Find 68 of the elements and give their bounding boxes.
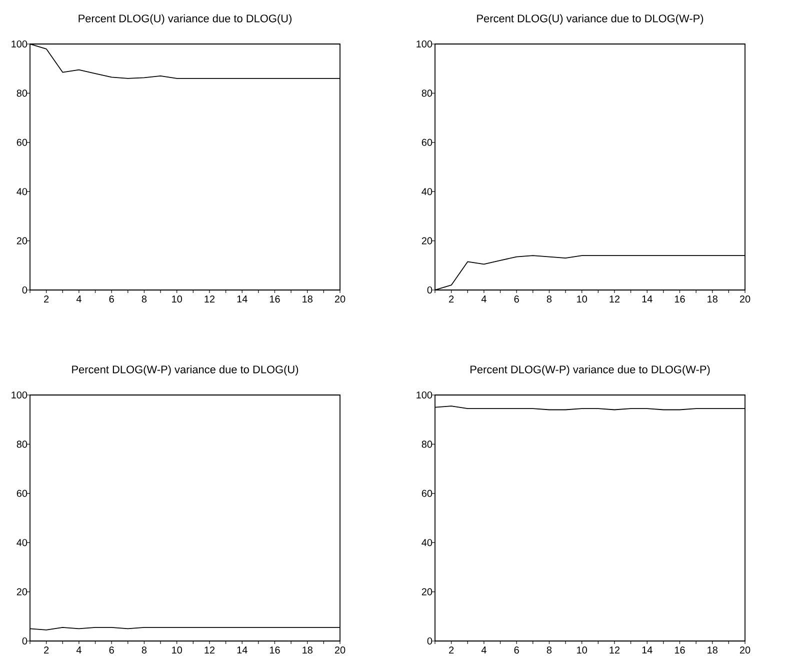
x-tick-label: 16	[674, 646, 685, 654]
y-tick-label: 20	[16, 588, 28, 596]
y-tick-label: 0	[427, 637, 432, 645]
x-tick-label: 14	[237, 646, 248, 654]
x-tick-label: 2	[44, 296, 49, 302]
y-tick-label: 20	[16, 237, 28, 244]
y-tick-label: 20	[422, 588, 432, 596]
x-tick-label: 14	[642, 646, 652, 654]
x-tick-label: 18	[708, 296, 718, 303]
x-tick-label: 16	[270, 296, 280, 303]
y-tick-label: 80	[422, 90, 432, 97]
y-tick-label: 0	[22, 286, 28, 294]
y-tick-label: 40	[422, 539, 432, 546]
x-tick-label: 20	[740, 646, 750, 654]
chart-title: Percent DLOG(U) variance due to DLOG(W-P)	[477, 14, 704, 24]
x-tick-label: 10	[577, 296, 588, 303]
y-tick-label: 80	[16, 440, 28, 448]
y-tick-label: 80	[16, 90, 28, 97]
x-tick-label: 4	[481, 296, 486, 302]
y-tick-label: 40	[422, 188, 432, 196]
x-tick-label: 20	[334, 646, 346, 654]
x-tick-label: 18	[708, 646, 718, 654]
x-tick-label: 4	[481, 646, 486, 654]
y-tick-label: 60	[422, 138, 432, 146]
y-tick-label: 100	[416, 391, 432, 399]
x-tick-label: 16	[674, 296, 685, 303]
y-tick-label: 60	[16, 490, 28, 497]
x-tick-label: 2	[449, 646, 454, 654]
x-tick-label: 4	[76, 296, 82, 302]
chart-title: Percent DLOG(W-P) variance due to DLOG(U)	[72, 365, 298, 376]
x-tick-label: 20	[740, 296, 750, 303]
x-tick-label: 14	[237, 296, 248, 302]
chart-title: Percent DLOG(W-P) variance due to DLOG(W-P)	[470, 365, 710, 376]
y-tick-label: 20	[422, 237, 432, 244]
x-tick-label: 8	[546, 296, 552, 303]
y-tick-label: 100	[12, 391, 28, 399]
y-tick-label: 40	[16, 539, 28, 546]
x-tick-label: 18	[302, 646, 312, 654]
y-tick-label: 100	[416, 40, 432, 48]
y-tick-label: 60	[16, 138, 28, 146]
x-tick-label: 12	[204, 296, 215, 302]
x-tick-label: 6	[109, 646, 114, 654]
x-tick-label: 8	[142, 646, 147, 654]
x-tick-label: 10	[172, 646, 182, 654]
y-tick-label: 40	[16, 188, 28, 196]
x-tick-label: 10	[577, 646, 588, 654]
x-tick-label: 2	[449, 296, 454, 302]
x-tick-label: 20	[334, 296, 346, 303]
y-tick-label: 0	[22, 637, 28, 645]
x-tick-label: 12	[204, 646, 215, 654]
x-tick-label: 12	[610, 296, 620, 302]
y-tick-label: 60	[422, 490, 432, 497]
y-tick-label: 0	[427, 286, 432, 294]
x-tick-label: 8	[546, 646, 552, 654]
x-tick-label: 6	[109, 296, 114, 303]
x-tick-label: 14	[642, 296, 652, 302]
x-tick-label: 18	[302, 296, 312, 303]
x-tick-label: 6	[514, 646, 519, 654]
x-tick-label: 8	[142, 296, 147, 303]
x-tick-label: 10	[172, 296, 182, 303]
x-tick-label: 6	[514, 296, 519, 303]
chart-title: Percent DLOG(U) variance due to DLOG(U)	[78, 14, 292, 24]
x-tick-label: 12	[610, 646, 620, 654]
y-tick-label: 80	[422, 440, 432, 448]
x-tick-label: 16	[270, 646, 280, 654]
y-tick-label: 100	[12, 40, 28, 48]
x-tick-label: 2	[44, 646, 49, 654]
x-tick-label: 4	[76, 646, 82, 654]
